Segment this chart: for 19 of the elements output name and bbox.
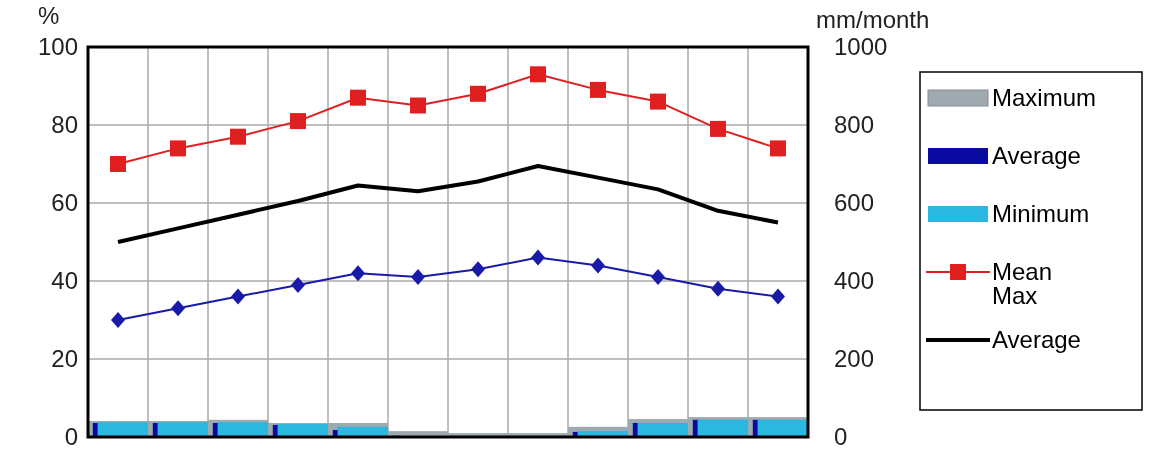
y-tick-label: 60	[51, 189, 78, 216]
y-tick-label: 0	[64, 423, 78, 450]
y2-axis-title: mm/month	[816, 6, 930, 33]
legend-label: Minimum	[992, 200, 1090, 227]
y2-tick-label: 600	[834, 189, 875, 216]
y-axis-title: %	[38, 2, 60, 29]
y2-tick-label: 400	[834, 267, 875, 294]
y-tick-label: 80	[51, 111, 78, 138]
y-tick-label: 20	[51, 345, 78, 372]
legend-label: Average	[992, 142, 1081, 169]
y2-tick-label: 0	[834, 423, 848, 450]
legend-label: Average	[992, 326, 1081, 353]
y2-tick-label: 1000	[834, 33, 888, 60]
y-tick-label: 100	[37, 33, 78, 60]
y-tick-label: 40	[51, 267, 78, 294]
y2-tick-label: 800	[834, 111, 875, 138]
legend-label: Maximum	[992, 84, 1097, 111]
y2-tick-label: 200	[834, 345, 875, 372]
legend-label: Mean Max	[992, 258, 1053, 309]
